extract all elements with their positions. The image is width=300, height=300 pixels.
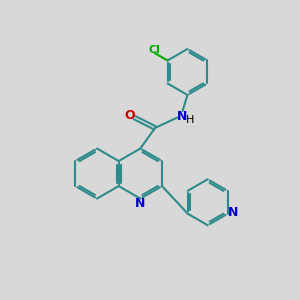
Text: H: H: [186, 115, 194, 125]
Text: N: N: [228, 206, 238, 219]
Text: O: O: [125, 109, 135, 122]
Text: N: N: [177, 110, 188, 123]
Text: N: N: [135, 197, 146, 210]
Text: Cl: Cl: [148, 45, 160, 55]
